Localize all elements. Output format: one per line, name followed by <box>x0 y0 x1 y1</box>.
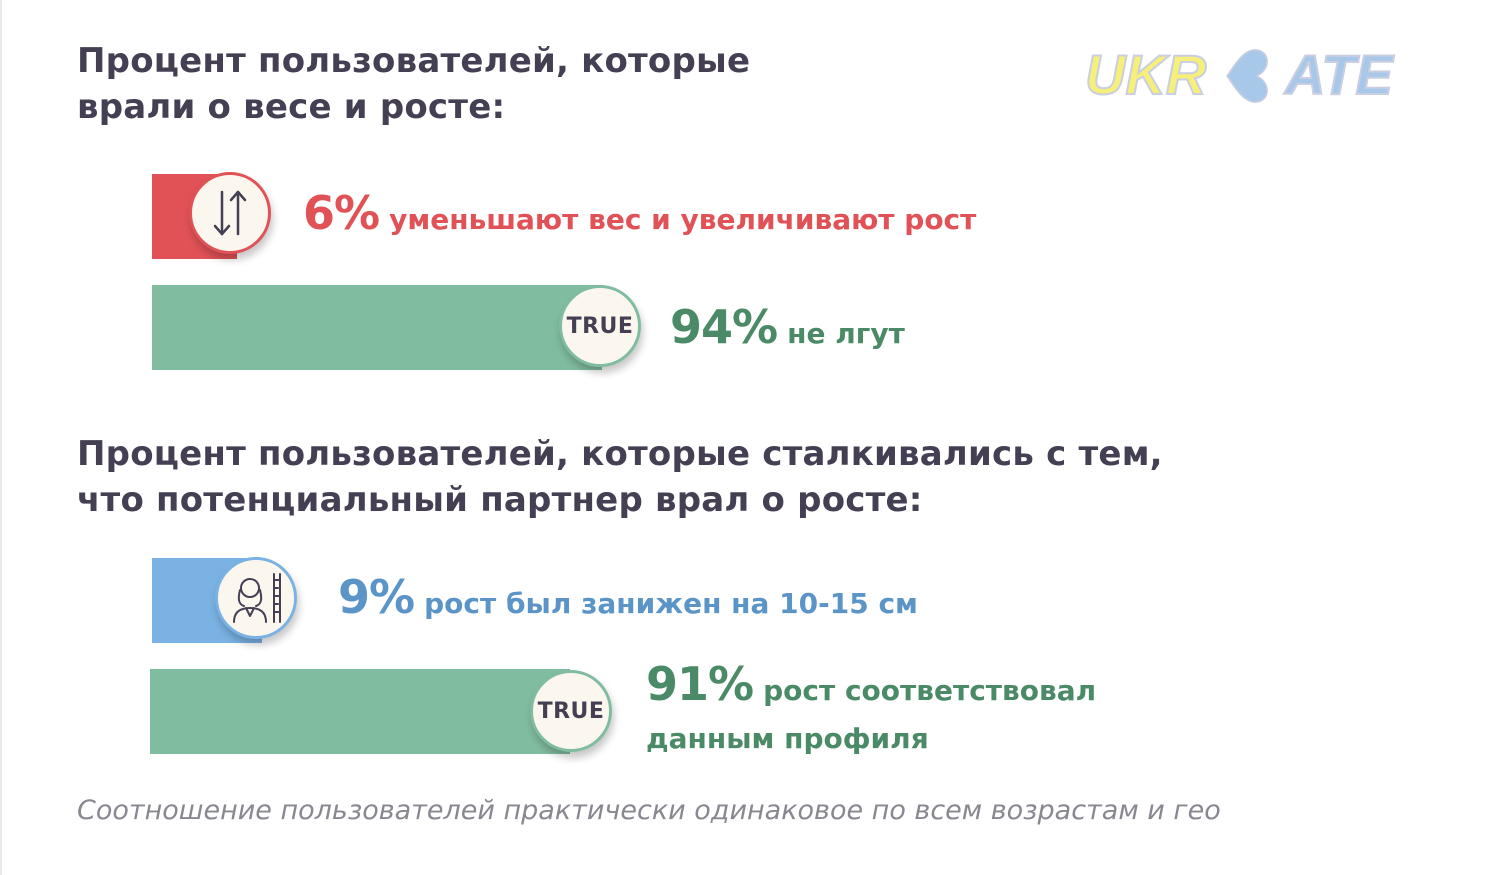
bar-no-lie <box>152 285 602 370</box>
page-edge <box>0 0 2 875</box>
category-label: рост был занижен на 10-15 см <box>424 587 918 620</box>
category-label: рост соответствовал данным профиля <box>646 674 1097 755</box>
heading-2-line-1: Процент пользователей, которые сталкивал… <box>77 434 1163 474</box>
badge-true-text: TRUE <box>566 313 634 339</box>
category-label: уменьшают вес и увеличивают рост <box>389 203 977 236</box>
heading-lied-weight-height: Процент пользователей, которые врали о в… <box>77 38 750 130</box>
heading-1-line-2: врали о весе и росте: <box>77 87 506 127</box>
label-height-understated: 9% рост был занижен на 10-15 см <box>338 570 918 624</box>
badge-person-height <box>215 557 297 639</box>
person-height-icon <box>233 573 281 623</box>
value-label: 91% <box>646 657 754 711</box>
label-height-matched: 91% рост соответствовал данным профиля <box>646 661 1206 765</box>
heading-2-line-2: что потенциальный партнер врал о росте: <box>77 480 923 520</box>
value-label: 94% <box>670 300 778 354</box>
label-lie-weight-height: 6% уменьшают вес и увеличивают рост <box>303 186 976 240</box>
value-label: 9% <box>338 570 415 624</box>
bar-height-matched <box>150 669 570 754</box>
badge-true: TRUE <box>559 285 641 367</box>
footnote: Соотношение пользователей практически од… <box>77 795 1221 826</box>
heart-icon <box>1226 49 1268 103</box>
ukrdate-logo: UKR ATE <box>1085 42 1395 104</box>
heading-1-line-1: Процент пользователей, которые <box>77 41 751 81</box>
label-no-lie: 94% не лгут <box>670 300 905 354</box>
heading-partner-lied-height: Процент пользователей, которые сталкивал… <box>77 431 1163 523</box>
badge-true-text: TRUE <box>537 698 605 724</box>
logo-text-left: UKR <box>1085 43 1207 104</box>
value-label: 6% <box>303 186 380 240</box>
logo-text-right: ATE <box>1283 43 1394 104</box>
badge-true: TRUE <box>530 670 612 752</box>
badge-arrows <box>189 172 271 254</box>
category-label: не лгут <box>787 317 905 350</box>
arrows-up-down-icon <box>213 190 247 236</box>
